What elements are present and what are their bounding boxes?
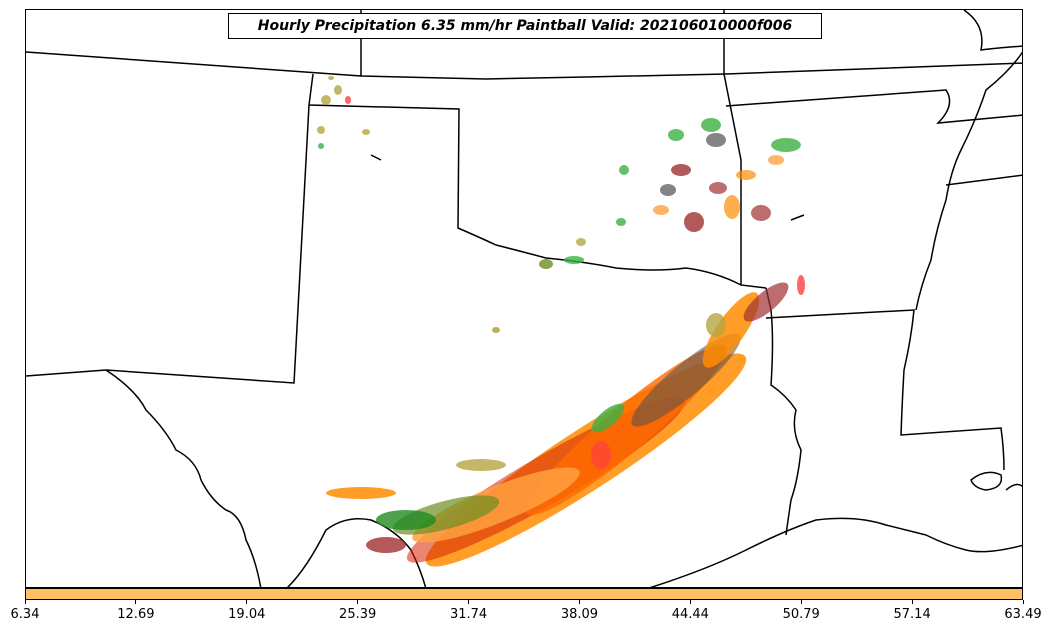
- precip-cell: [492, 327, 500, 333]
- colorbar-tick-mark: [800, 600, 802, 604]
- precip-cell: [724, 195, 740, 219]
- map-frame: [25, 9, 1023, 588]
- missouri-arkansas-border: [725, 89, 1022, 124]
- north-state-line: [26, 51, 1022, 80]
- lake-mark: [370, 154, 382, 161]
- precip-blob: [591, 403, 625, 433]
- precip-main-band: [326, 275, 805, 567]
- precip-cell: [318, 143, 324, 149]
- texas-panhandle-border: [105, 104, 310, 384]
- precip-cell: [706, 133, 726, 147]
- arkansas-oklahoma-border: [723, 73, 767, 289]
- precip-cell: [576, 238, 586, 246]
- precip-cell: [701, 118, 721, 132]
- oklahoma-border: [308, 73, 742, 286]
- precip-blob: [797, 275, 805, 295]
- precip-cell: [751, 205, 771, 221]
- precip-blob: [591, 441, 611, 469]
- precip-blob: [376, 510, 436, 530]
- colorbar-tick-label: 57.14: [893, 607, 931, 622]
- colorbar-tick-mark: [357, 600, 359, 604]
- precip-cell: [709, 182, 727, 194]
- coastal-island-2: [1005, 483, 1022, 491]
- precip-cell: [564, 256, 584, 264]
- colorbar-tick-label: 19.04: [228, 607, 266, 622]
- precip-blob: [366, 537, 406, 553]
- precipitation-map: [26, 10, 1022, 587]
- colorbar: [25, 588, 1023, 600]
- ne-boundary: [963, 10, 1022, 51]
- colorbar-tick-label: 50.79: [782, 607, 820, 622]
- nm-border: [26, 369, 107, 377]
- precip-blob: [743, 282, 789, 322]
- precip-scattered-cells: [317, 76, 801, 333]
- precip-blob: [326, 487, 396, 499]
- rio-grande: [105, 369, 262, 587]
- precip-cell: [668, 129, 684, 141]
- precip-cell: [768, 155, 784, 165]
- colorbar-tick-label: 6.34: [10, 607, 40, 622]
- precip-cell: [345, 96, 351, 104]
- colorbar-tick-mark: [246, 600, 248, 604]
- sabine-river: [765, 287, 802, 536]
- tennessee-border: [945, 174, 1022, 186]
- lake-mark-2: [790, 214, 805, 221]
- precip-cell: [539, 259, 553, 269]
- colorbar-tick-mark: [1022, 600, 1024, 604]
- precip-cell: [616, 218, 626, 226]
- precip-cell: [328, 76, 334, 80]
- colorbar-tick-mark: [689, 600, 691, 604]
- colorbar-tick-label: 12.69: [117, 607, 155, 622]
- colorbar-tick-label: 44.44: [671, 607, 709, 622]
- precip-cell: [321, 95, 331, 105]
- precip-blob: [456, 459, 506, 471]
- colorbar-tick-label: 25.39: [339, 607, 377, 622]
- precip-blob: [706, 313, 726, 337]
- colorbar-tick-label: 31.74: [449, 607, 488, 622]
- precip-cell: [684, 212, 704, 232]
- precip-cell: [771, 138, 801, 152]
- coastal-island: [970, 471, 1003, 491]
- precip-cell: [362, 129, 370, 135]
- louisiana-north-border: [765, 309, 1005, 471]
- precip-cell: [671, 164, 691, 176]
- colorbar-tick-label: 38.09: [560, 607, 599, 622]
- precip-cell: [317, 126, 325, 134]
- precip-cell: [660, 184, 676, 196]
- mississippi-river: [915, 51, 1022, 311]
- colorbar-tick-mark: [578, 600, 580, 604]
- colorbar-tick-mark: [911, 600, 913, 604]
- colorbar-tick-label: 63.49: [1004, 607, 1042, 622]
- colorbar-tick-mark: [24, 600, 26, 604]
- colorbar-tick-mark: [468, 600, 470, 604]
- gulf-coast: [649, 517, 1022, 587]
- precip-cell: [334, 85, 342, 95]
- colorbar-tick-mark: [135, 600, 137, 604]
- precip-cell: [736, 170, 756, 180]
- precip-blob: [702, 292, 760, 368]
- precip-cell: [619, 165, 629, 175]
- map-title: Hourly Precipitation 6.35 mm/hr Paintbal…: [228, 13, 822, 39]
- precip-cell: [653, 205, 669, 215]
